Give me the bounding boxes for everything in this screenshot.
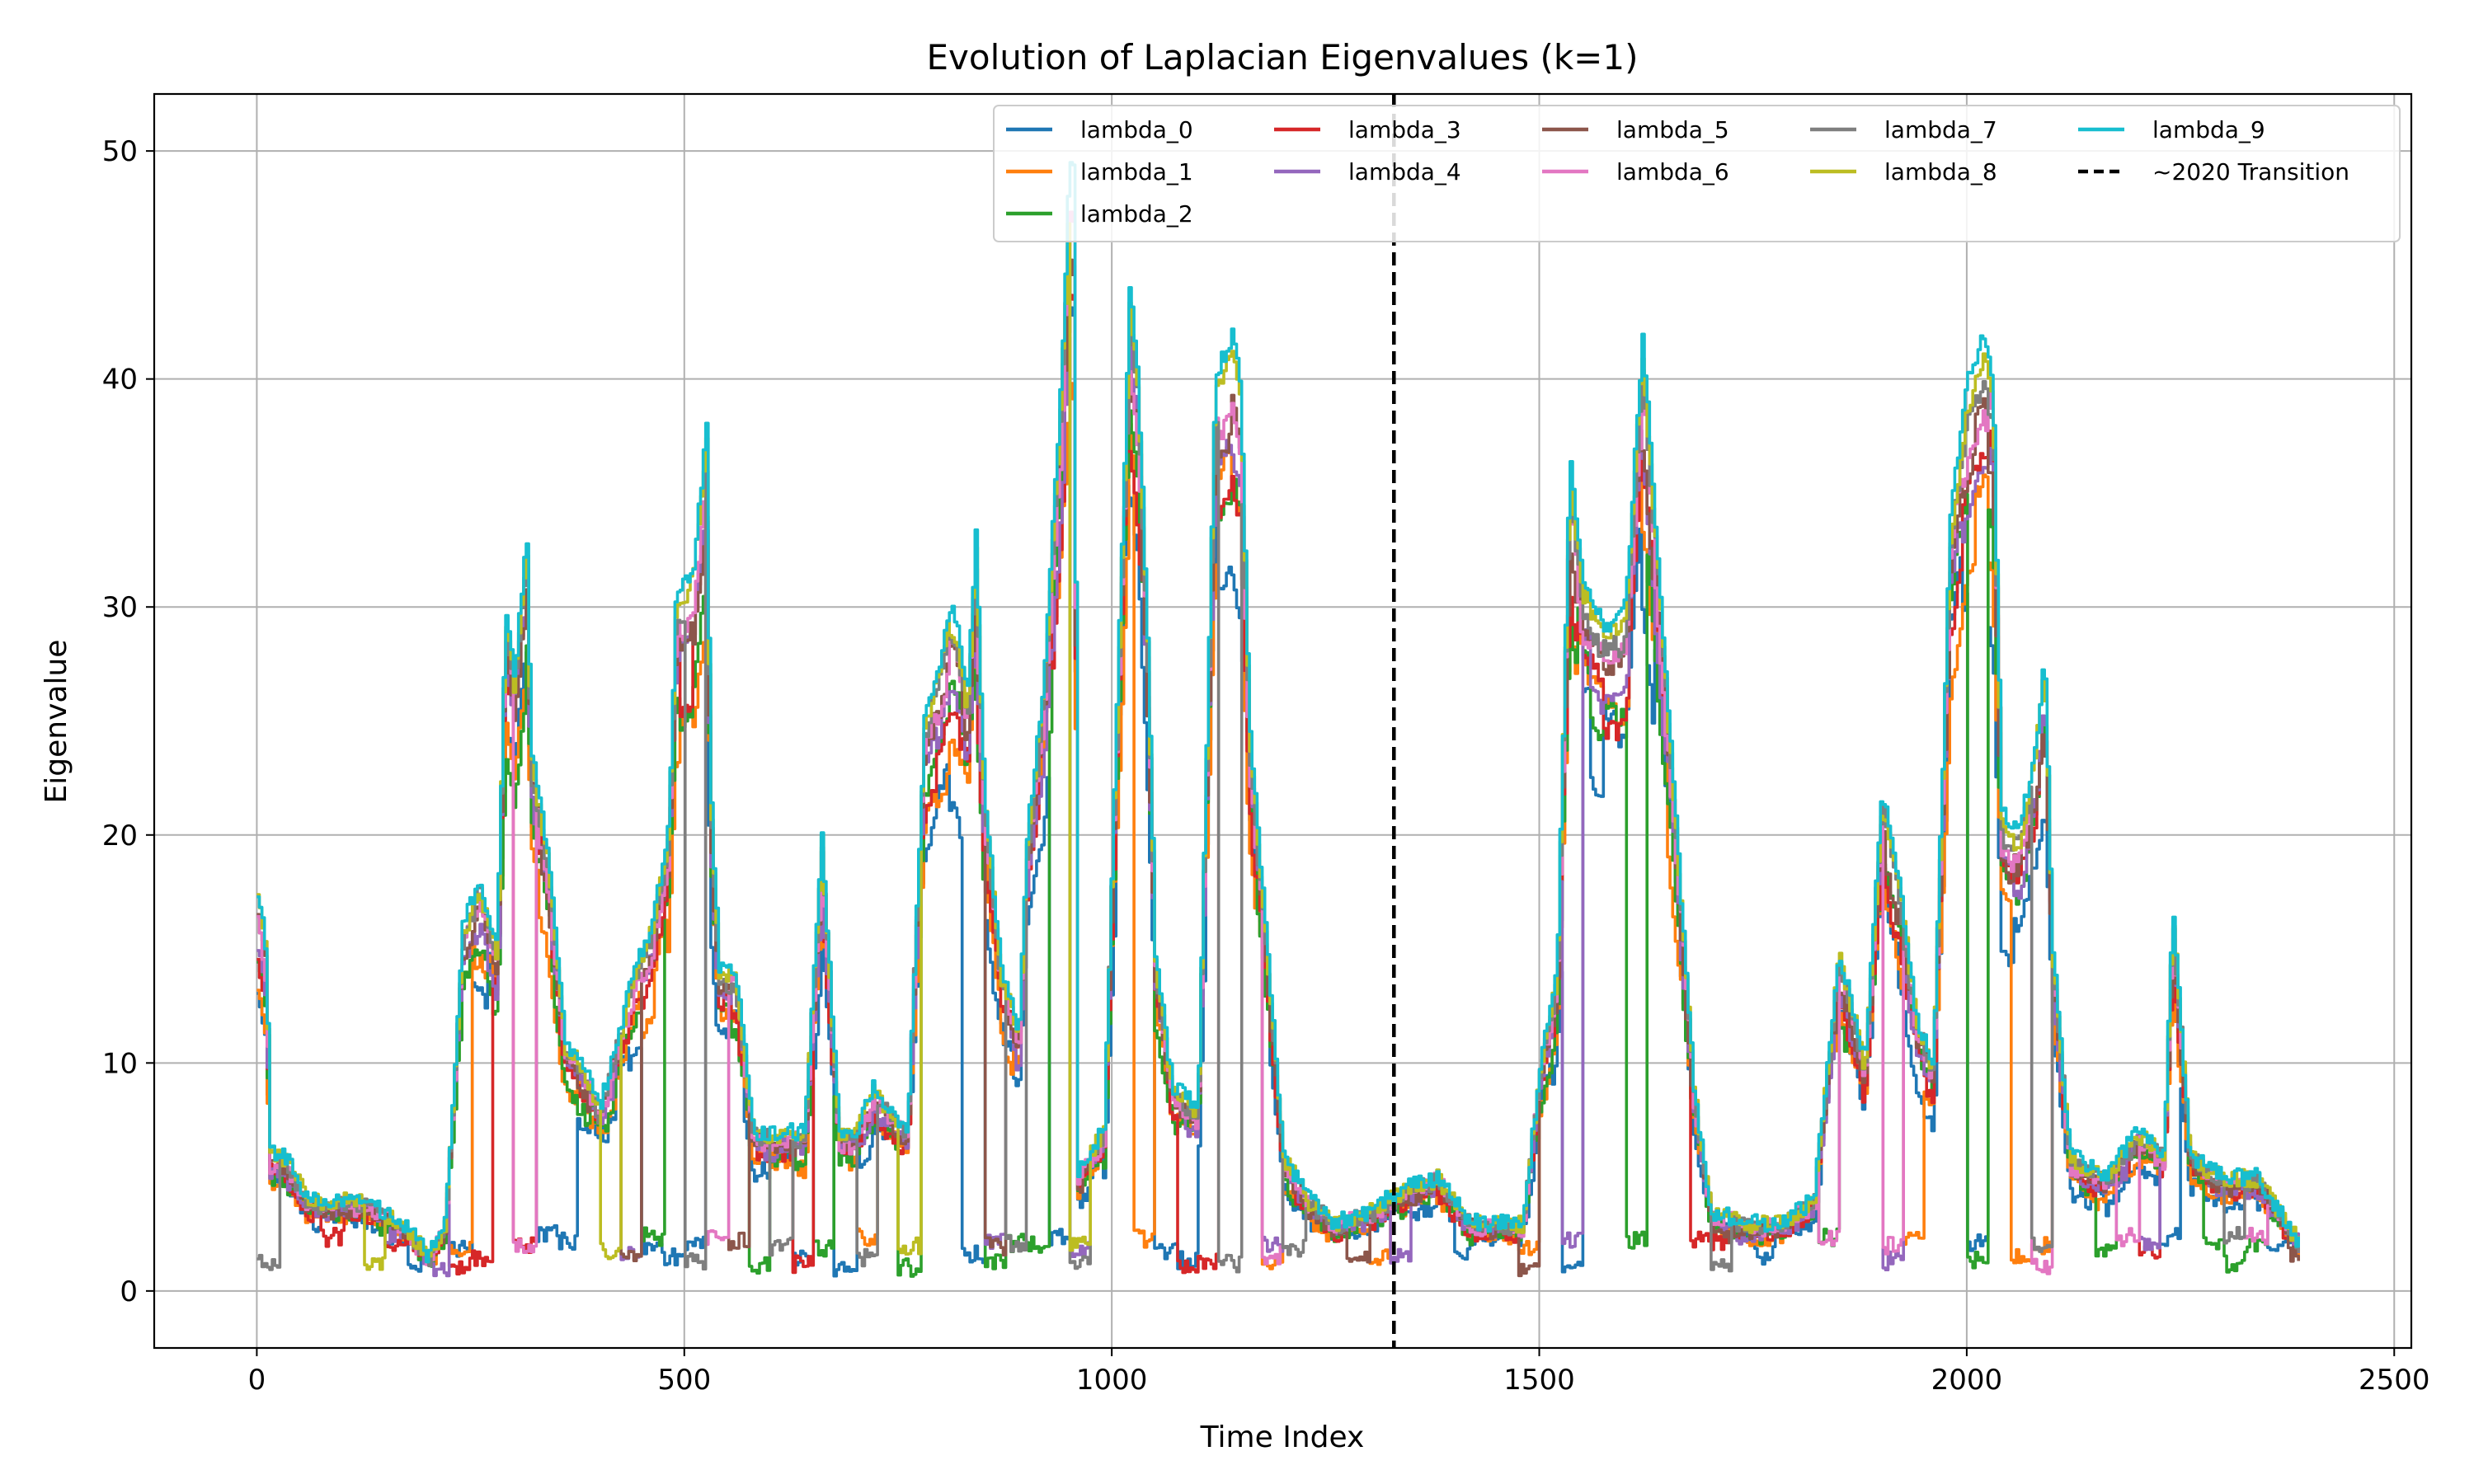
series-line-lambda-9: [256, 161, 2300, 1264]
legend-label: lambda_8: [1884, 158, 1997, 186]
y-tick-label: 10: [102, 1047, 138, 1080]
legend: lambda_0 lambda_1 lambda_2 lambda_3 lambda_4…: [993, 105, 2401, 242]
y-tick-label: 50: [102, 135, 138, 168]
y-tick-label: 40: [102, 364, 138, 397]
legend-label: lambda_0: [1080, 116, 1193, 143]
x-tick-label: 1000: [1076, 1364, 1148, 1397]
x-tick-label: 2000: [1931, 1364, 2003, 1397]
y-tick-label: 0: [120, 1275, 138, 1308]
x-axis-label: Time Index: [1200, 1421, 1365, 1454]
x-tick-label: 2500: [2359, 1364, 2430, 1397]
legend-label: lambda_4: [1348, 158, 1461, 186]
y-axis-label: Eigenvalue: [40, 640, 73, 804]
ticks: 0 500 1000 1500 2000 2500 0 10 20 30 40 50: [102, 135, 2430, 1397]
series-group: [256, 161, 2300, 1278]
legend-label: lambda_2: [1080, 200, 1193, 228]
legend-box: [993, 105, 2401, 242]
y-tick-label: 30: [102, 591, 138, 624]
legend-label: lambda_9: [2152, 116, 2265, 143]
legend-label: lambda_1: [1080, 158, 1193, 186]
legend-label: lambda_7: [1884, 116, 1997, 143]
legend-label: lambda_5: [1616, 116, 1729, 143]
chart-title: Evolution of Laplacian Eigenvalues (k=1): [927, 37, 1639, 77]
legend-label: lambda_6: [1616, 158, 1729, 186]
x-tick-label: 1500: [1503, 1364, 1575, 1397]
plot-frame: [153, 92, 2413, 1350]
y-tick-label: 20: [102, 819, 138, 852]
x-tick-label: 500: [657, 1364, 711, 1397]
legend-label: lambda_3: [1348, 116, 1461, 143]
x-tick-label: 0: [248, 1364, 266, 1397]
legend-label: ~2020 Transition: [2152, 158, 2349, 186]
